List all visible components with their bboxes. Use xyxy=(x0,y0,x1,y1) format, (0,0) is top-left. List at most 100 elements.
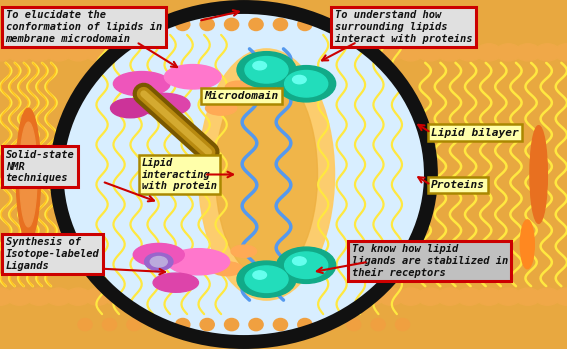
Ellipse shape xyxy=(103,18,117,31)
Ellipse shape xyxy=(66,288,91,305)
Ellipse shape xyxy=(16,108,41,241)
Ellipse shape xyxy=(437,288,462,305)
Ellipse shape xyxy=(418,44,443,61)
Ellipse shape xyxy=(144,44,169,61)
Ellipse shape xyxy=(164,65,221,89)
Ellipse shape xyxy=(261,44,286,61)
Text: Microdomain: Microdomain xyxy=(204,91,278,101)
Ellipse shape xyxy=(225,18,239,31)
Ellipse shape xyxy=(476,44,501,61)
Ellipse shape xyxy=(183,288,208,305)
Ellipse shape xyxy=(144,288,169,305)
Ellipse shape xyxy=(322,18,336,31)
Ellipse shape xyxy=(0,44,12,61)
Ellipse shape xyxy=(298,18,312,31)
Ellipse shape xyxy=(322,318,336,331)
Ellipse shape xyxy=(163,44,188,61)
Ellipse shape xyxy=(273,18,287,31)
Ellipse shape xyxy=(535,288,560,305)
Ellipse shape xyxy=(78,18,92,31)
Ellipse shape xyxy=(298,318,312,331)
Ellipse shape xyxy=(127,18,141,31)
Ellipse shape xyxy=(496,44,521,61)
Circle shape xyxy=(293,257,306,265)
Ellipse shape xyxy=(215,70,318,279)
Ellipse shape xyxy=(249,318,263,331)
Ellipse shape xyxy=(85,288,110,305)
Ellipse shape xyxy=(0,288,12,305)
Ellipse shape xyxy=(27,288,52,305)
Text: To understand how
surrounding lipids
interact with proteins: To understand how surrounding lipids int… xyxy=(335,10,472,44)
Ellipse shape xyxy=(320,288,345,305)
Ellipse shape xyxy=(281,288,306,305)
Ellipse shape xyxy=(530,126,547,223)
Ellipse shape xyxy=(205,101,237,115)
Ellipse shape xyxy=(46,44,71,61)
Ellipse shape xyxy=(281,44,306,61)
Ellipse shape xyxy=(198,49,335,300)
Ellipse shape xyxy=(105,288,130,305)
Ellipse shape xyxy=(113,72,170,96)
Ellipse shape xyxy=(124,288,149,305)
Ellipse shape xyxy=(202,44,227,61)
Ellipse shape xyxy=(371,318,385,331)
Circle shape xyxy=(277,66,336,102)
Ellipse shape xyxy=(153,273,198,292)
Text: Lipid bilayer: Lipid bilayer xyxy=(431,128,519,138)
Ellipse shape xyxy=(151,18,166,31)
Circle shape xyxy=(150,257,167,267)
Ellipse shape xyxy=(476,288,501,305)
Ellipse shape xyxy=(359,44,384,61)
Ellipse shape xyxy=(27,44,52,61)
Ellipse shape xyxy=(515,288,540,305)
Ellipse shape xyxy=(346,18,361,31)
Ellipse shape xyxy=(225,81,251,93)
Ellipse shape xyxy=(200,318,214,331)
Ellipse shape xyxy=(200,18,214,31)
Ellipse shape xyxy=(225,318,239,331)
Ellipse shape xyxy=(301,44,325,61)
Ellipse shape xyxy=(66,44,91,61)
Ellipse shape xyxy=(359,288,384,305)
Ellipse shape xyxy=(176,18,190,31)
Ellipse shape xyxy=(7,44,32,61)
Circle shape xyxy=(277,247,336,283)
Ellipse shape xyxy=(139,94,190,116)
Ellipse shape xyxy=(371,18,385,31)
Ellipse shape xyxy=(398,44,423,61)
Ellipse shape xyxy=(127,318,141,331)
Circle shape xyxy=(245,266,288,292)
Ellipse shape xyxy=(555,288,567,305)
Ellipse shape xyxy=(78,318,92,331)
Ellipse shape xyxy=(20,122,37,227)
Ellipse shape xyxy=(340,288,365,305)
Text: To know how lipid
ligands are stabilized in
their receptors: To know how lipid ligands are stabilized… xyxy=(352,244,508,277)
Circle shape xyxy=(253,61,266,70)
Ellipse shape xyxy=(183,44,208,61)
Ellipse shape xyxy=(105,44,130,61)
Circle shape xyxy=(237,261,296,297)
Ellipse shape xyxy=(7,288,32,305)
Ellipse shape xyxy=(124,44,149,61)
Circle shape xyxy=(285,70,328,97)
Ellipse shape xyxy=(242,288,266,305)
Ellipse shape xyxy=(261,288,286,305)
Ellipse shape xyxy=(85,44,110,61)
Ellipse shape xyxy=(103,318,117,331)
Ellipse shape xyxy=(202,288,227,305)
Ellipse shape xyxy=(396,318,409,331)
Ellipse shape xyxy=(515,44,540,61)
Ellipse shape xyxy=(273,318,287,331)
Ellipse shape xyxy=(231,245,256,258)
Ellipse shape xyxy=(320,44,345,61)
Text: To elucidate the
conformation of lipids in
membrane microdomain: To elucidate the conformation of lipids … xyxy=(6,10,162,44)
Ellipse shape xyxy=(46,288,71,305)
Ellipse shape xyxy=(57,7,431,342)
Ellipse shape xyxy=(418,288,443,305)
Ellipse shape xyxy=(249,18,263,31)
Circle shape xyxy=(285,252,328,279)
Ellipse shape xyxy=(301,288,325,305)
Text: Synthesis of
Isotope-labeled
Ligands: Synthesis of Isotope-labeled Ligands xyxy=(6,237,99,270)
Ellipse shape xyxy=(457,44,482,61)
Circle shape xyxy=(237,52,296,88)
